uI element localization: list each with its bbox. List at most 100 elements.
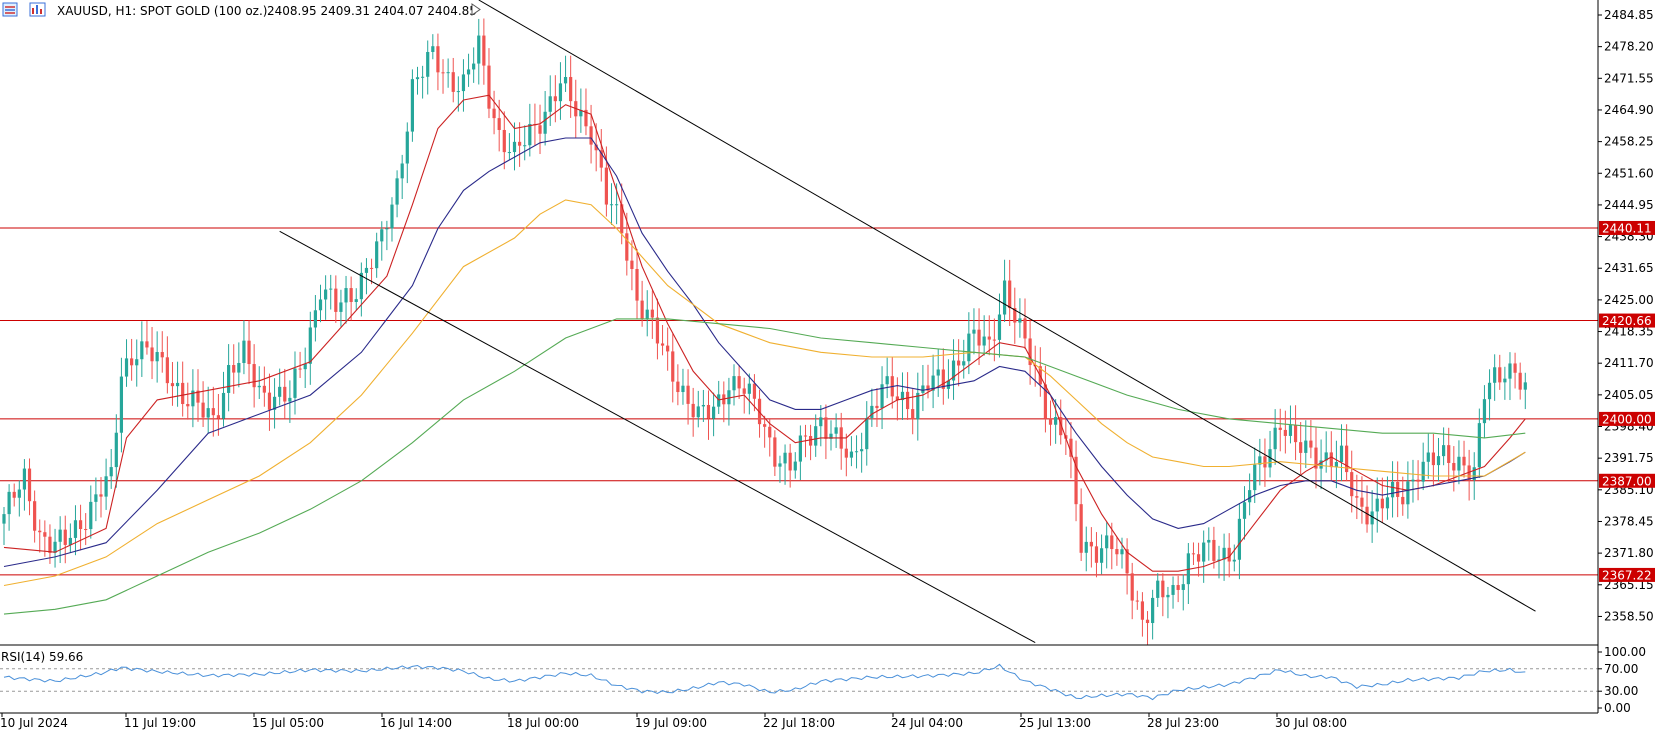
- candle: [900, 372, 905, 420]
- candle: [650, 290, 654, 339]
- candle: [630, 240, 634, 291]
- candle: [165, 336, 169, 394]
- indicator-list-icon[interactable]: [2, 2, 18, 17]
- chart-shift-icon[interactable]: [471, 3, 481, 16]
- candle: [880, 366, 884, 430]
- price-level-tag: 2420.66: [1599, 313, 1655, 328]
- candle: [1186, 543, 1190, 605]
- candle: [252, 344, 256, 408]
- candle: [1421, 442, 1425, 491]
- candle: [834, 413, 838, 448]
- candle: [1084, 526, 1088, 572]
- candle: [421, 65, 425, 99]
- candle: [676, 364, 680, 406]
- candle: [1508, 352, 1512, 401]
- price-tick-label: 2444.95: [1604, 198, 1654, 212]
- candle: [1498, 354, 1502, 390]
- candle: [1431, 434, 1435, 487]
- time-tick-label: 18 Jul 00:00: [507, 716, 579, 730]
- candle: [22, 459, 27, 511]
- candle: [691, 387, 695, 437]
- candle: [1002, 259, 1007, 322]
- candle: [569, 55, 573, 118]
- candle: [150, 326, 154, 380]
- price-panel: [0, 0, 1598, 645]
- candle: [329, 274, 333, 310]
- candle: [1416, 460, 1420, 501]
- candle: [1329, 431, 1333, 481]
- price-tick-label: 2451.60: [1604, 166, 1654, 180]
- candle: [502, 111, 506, 170]
- candle: [145, 321, 149, 355]
- candle: [324, 275, 328, 320]
- price-tick-label: 2458.25: [1604, 135, 1654, 149]
- candle: [33, 490, 37, 543]
- trendline[interactable]: [279, 230, 1036, 644]
- candle: [293, 351, 297, 415]
- candle: [865, 401, 869, 466]
- candle: [1059, 399, 1063, 445]
- candle: [793, 452, 797, 479]
- candle: [905, 372, 910, 420]
- price-tick-label: 2411.70: [1604, 356, 1654, 370]
- candle: [916, 372, 920, 441]
- chart-header: XAUUSD, H1: SPOT GOLD (100 oz.) 2408.95 …: [2, 2, 481, 18]
- candle: [936, 348, 940, 397]
- candle: [436, 33, 440, 91]
- candle: [701, 389, 705, 422]
- candle: [1048, 400, 1053, 446]
- candle: [635, 248, 639, 319]
- candle: [84, 513, 88, 546]
- chart-window-icon[interactable]: [29, 2, 46, 17]
- candle: [512, 122, 517, 171]
- price-level-tag: 2400.00: [1599, 411, 1655, 426]
- candle: [1426, 433, 1430, 479]
- candle: [12, 483, 16, 507]
- candle: [1202, 530, 1206, 583]
- candle: [798, 425, 802, 481]
- time-tick-label: 16 Jul 14:00: [380, 716, 452, 730]
- candle: [1365, 485, 1369, 533]
- candle: [451, 57, 455, 103]
- candle: [854, 435, 859, 469]
- candle: [625, 212, 629, 276]
- price-axis: 2484.85 2478.20 2471.55 2464.90 2458.25 2451.…: [1598, 8, 1655, 715]
- svg-text:2400.00: 2400.00: [1602, 412, 1652, 426]
- candle: [558, 62, 563, 120]
- svg-text:2420.66: 2420.66: [1602, 314, 1652, 328]
- candle: [829, 420, 833, 451]
- candle: [206, 386, 210, 434]
- candle: [1227, 533, 1231, 578]
- candle: [538, 104, 542, 155]
- candle: [466, 53, 471, 87]
- price-tick-label: 2358.50: [1604, 609, 1654, 623]
- candle: [1166, 586, 1170, 619]
- candle: [1293, 405, 1298, 461]
- candle: [247, 320, 251, 385]
- candle: [1242, 486, 1247, 540]
- candle: [170, 361, 175, 406]
- candle: [681, 368, 685, 405]
- candle: [472, 47, 476, 83]
- candle: [666, 327, 670, 371]
- time-tick-label: 10 Jul 2024: [0, 716, 68, 730]
- trendline[interactable]: [478, 0, 1536, 612]
- candle: [696, 390, 700, 428]
- price-tick-label: 2464.90: [1604, 103, 1654, 117]
- candle: [808, 424, 813, 461]
- candle: [221, 371, 226, 427]
- candle: [1130, 562, 1134, 620]
- price-tick-label: 2471.55: [1604, 71, 1654, 85]
- candle: [1140, 592, 1145, 637]
- candle: [727, 377, 731, 426]
- candle: [1094, 532, 1099, 578]
- candle: [446, 58, 450, 88]
- candle: [1390, 461, 1395, 518]
- candle: [1105, 522, 1109, 569]
- candle: [849, 436, 854, 467]
- candle: [359, 262, 363, 317]
- candle: [1518, 362, 1522, 400]
- rsi-label: RSI(14) 59.66: [1, 650, 83, 664]
- candle: [441, 59, 445, 94]
